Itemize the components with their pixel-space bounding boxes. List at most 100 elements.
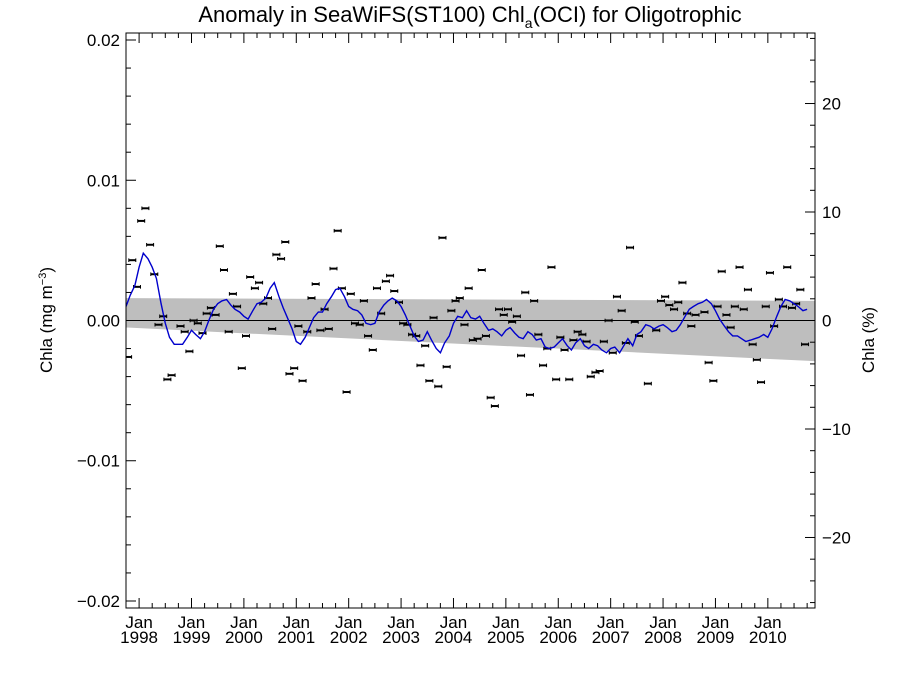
x-tick-year-label: 2001 <box>277 628 315 647</box>
anomaly-point <box>355 322 364 327</box>
x-tick-year-label: 2008 <box>644 628 682 647</box>
y-axis-left-title-superscript: −3 <box>37 273 49 286</box>
anomaly-point <box>368 348 377 352</box>
anomaly-point <box>521 290 530 295</box>
anomaly-point <box>674 300 683 305</box>
anomaly-point <box>311 282 320 286</box>
anomaly-point <box>739 307 748 312</box>
anomaly-point <box>451 299 460 303</box>
anomaly-point <box>316 328 325 333</box>
anomaly-point <box>185 349 194 354</box>
x-tick-month-label: Jan <box>545 613 572 632</box>
y-left-tick-label: −0.01 <box>77 452 120 471</box>
anomaly-point <box>154 322 163 327</box>
x-tick-year-label: 2006 <box>539 628 577 647</box>
anomaly-point <box>346 292 355 296</box>
chart-title-part-1: Anomaly in SeaWiFS(ST100) Chl <box>198 2 524 27</box>
anomaly-point <box>460 322 469 327</box>
anomaly-point <box>163 377 172 382</box>
chart-title: Anomaly in SeaWiFS(ST100) Chla(OCI) for … <box>198 2 741 31</box>
y-right-tick-label: 20 <box>822 95 841 114</box>
anomaly-point <box>364 334 373 338</box>
anomaly-point <box>556 335 565 340</box>
anomaly-point <box>552 377 561 382</box>
x-tick-year-label: 2004 <box>435 628 473 647</box>
anomaly-point <box>281 240 290 244</box>
anomaly-point <box>717 269 726 274</box>
x-tick-year-label: 2003 <box>382 628 420 647</box>
anomaly-point <box>324 327 333 331</box>
anomaly-point <box>255 280 264 285</box>
anomaly-point <box>425 379 434 383</box>
anomaly-point <box>586 374 595 379</box>
anomaly-point <box>503 307 512 312</box>
anomaly-point <box>765 271 774 275</box>
anomaly-point <box>499 313 508 317</box>
x-tick-year-label: 1999 <box>173 628 211 647</box>
anomaly-point <box>250 286 259 291</box>
anomaly-point <box>342 390 351 394</box>
anomaly-point <box>486 395 495 400</box>
smoothed-anomaly-line <box>126 251 808 355</box>
anomaly-point <box>656 299 665 303</box>
anomaly-point <box>189 318 198 323</box>
anomaly-point <box>517 353 526 358</box>
anomaly-point <box>438 235 447 240</box>
anomaly-point <box>508 320 517 324</box>
anomaly-point <box>198 331 207 335</box>
anomaly-point <box>180 329 189 334</box>
y-right-tick-label: −20 <box>822 528 851 547</box>
anomaly-point <box>228 292 237 296</box>
y-left-tick-label: 0.00 <box>87 312 120 331</box>
anomaly-point <box>752 357 761 362</box>
anomaly-point <box>372 286 381 291</box>
anomaly-point <box>464 286 473 291</box>
anomaly-point <box>512 314 521 319</box>
anomaly-point <box>141 206 150 211</box>
chart-title-subscript: a <box>525 15 533 31</box>
anomaly-point <box>743 287 752 292</box>
anomaly-point <box>691 313 700 317</box>
anomaly-point <box>473 336 482 341</box>
y-left-tick-label: −0.02 <box>77 592 120 611</box>
anomaly-point <box>146 242 155 247</box>
anomaly-point <box>761 304 770 309</box>
y-right-tick-label: 0 <box>822 312 831 331</box>
anomaly-point <box>612 294 621 299</box>
anomaly-point <box>652 328 661 333</box>
y-left-tick-label: 0.01 <box>87 171 120 190</box>
x-tick-month-label: Jan <box>387 613 414 632</box>
anomaly-point <box>386 273 395 278</box>
anomaly-point <box>678 280 687 285</box>
x-tick-month-label: Jan <box>702 613 729 632</box>
x-tick-month-label: Jan <box>597 613 624 632</box>
anomaly-point <box>735 265 744 270</box>
anomaly-point <box>277 256 286 261</box>
x-tick-year-label: 2002 <box>330 628 368 647</box>
plot-area <box>126 206 815 408</box>
anomaly-point <box>481 334 490 338</box>
y-axis-right-title: Chla (%) <box>859 307 878 373</box>
y-right-tick-label: 10 <box>822 203 841 222</box>
anomaly-point <box>224 329 233 334</box>
x-tick-month-label: Jan <box>649 613 676 632</box>
x-tick-year-label: 1998 <box>120 628 158 647</box>
anomaly-point <box>709 379 718 383</box>
anomaly-point <box>783 265 792 270</box>
anomaly-point <box>193 321 202 326</box>
trend-uncertainty-band <box>126 298 815 362</box>
anomaly-point <box>416 363 425 368</box>
anomaly-point <box>241 334 250 338</box>
anomaly-point <box>219 268 228 272</box>
anomaly-point <box>757 380 766 385</box>
anomaly-point <box>128 258 137 262</box>
anomaly-point <box>290 366 299 370</box>
anomaly-point <box>770 324 779 328</box>
anomaly-point <box>447 308 456 313</box>
anomaly-point <box>298 379 307 383</box>
anomaly-point <box>617 308 626 313</box>
anomaly-point <box>748 342 757 347</box>
y-axis-left-title-part-1: Chla (mg m <box>37 285 56 373</box>
x-tick-month-label: Jan <box>440 613 467 632</box>
